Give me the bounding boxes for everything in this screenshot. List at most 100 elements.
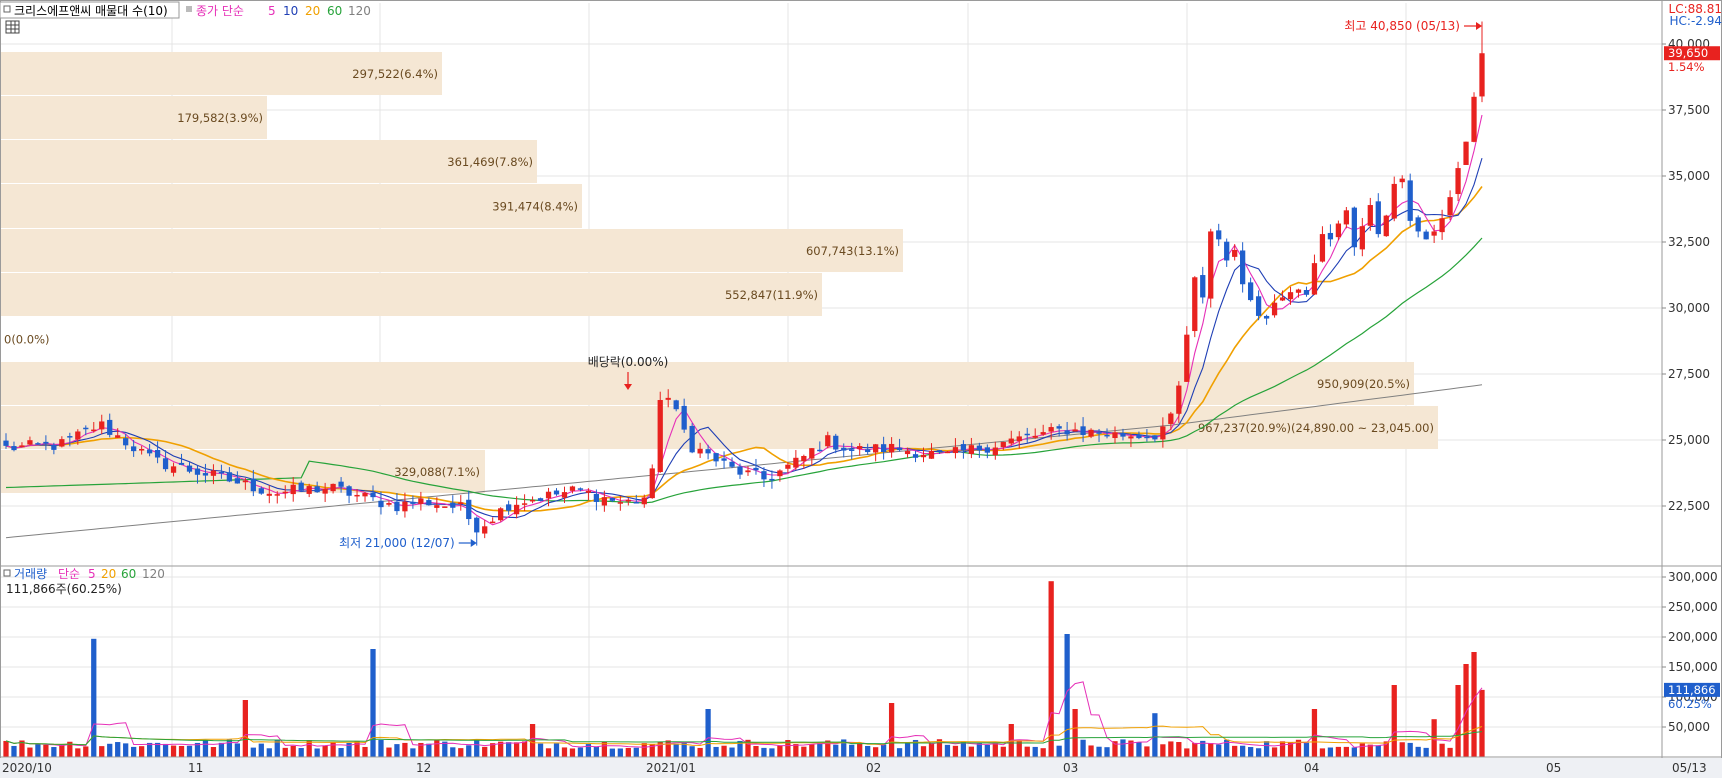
- volume-bar: [434, 741, 439, 757]
- date-tick-label: 04: [1304, 761, 1319, 775]
- volume-bar: [610, 749, 615, 757]
- candle-body: [1017, 436, 1022, 441]
- volume-bar: [849, 745, 854, 757]
- vma60-legend: 60: [121, 567, 136, 581]
- volume-bar: [634, 748, 639, 757]
- volume-bar: [1376, 745, 1381, 757]
- current-volume-label: 111,866: [1668, 683, 1716, 697]
- candle-body: [1025, 434, 1030, 436]
- vma5-legend: 5: [88, 567, 96, 581]
- volume-bar: [59, 745, 64, 757]
- volume-bar: [530, 724, 535, 757]
- candle-body: [458, 502, 463, 504]
- volume-bar: [147, 743, 152, 757]
- volume-bar: [299, 748, 304, 757]
- volume-bar: [873, 747, 878, 757]
- candle-body: [35, 443, 40, 445]
- candle-body: [658, 400, 663, 472]
- volume-bar: [386, 748, 391, 757]
- candle-body: [801, 456, 806, 461]
- candle-body: [1120, 433, 1125, 437]
- candle-body: [1136, 435, 1141, 438]
- volume-bar: [139, 746, 144, 757]
- volume-bar: [1416, 747, 1421, 757]
- price-tick-label: 35,000: [1668, 169, 1710, 183]
- table-icon[interactable]: [6, 21, 19, 33]
- candle-body: [690, 426, 695, 452]
- candle-body: [275, 494, 280, 496]
- volume-bar: [259, 744, 264, 757]
- volume-bar: [1344, 747, 1349, 757]
- volume-bar: [889, 703, 894, 757]
- volume-bar: [107, 744, 112, 757]
- candle-body: [913, 454, 918, 458]
- candle-body: [235, 478, 240, 483]
- volume-bar: [131, 747, 136, 757]
- candle-body: [1112, 432, 1117, 438]
- volume-bar: [115, 742, 120, 757]
- candle-body: [283, 492, 288, 494]
- volume-bar: [1479, 690, 1484, 757]
- candle-body: [19, 445, 24, 447]
- candle-body: [99, 421, 104, 429]
- candle-body: [211, 470, 216, 475]
- date-tick-label: 12: [416, 761, 431, 775]
- candle-body: [195, 469, 200, 475]
- volume-bar: [538, 744, 543, 757]
- volume-bar: [985, 745, 990, 757]
- volume-bar: [1424, 748, 1429, 757]
- candle-body: [43, 442, 48, 444]
- volume-profile-label: 391,474(8.4%): [492, 200, 578, 214]
- volume-bar: [466, 745, 471, 757]
- candle-body: [897, 448, 902, 451]
- volume-profile-bar: [0, 273, 822, 316]
- candle-body: [1392, 184, 1397, 219]
- candle-body: [307, 486, 312, 494]
- volume-bar: [1248, 747, 1253, 757]
- volume-bar: [171, 746, 176, 757]
- date-tick-label: 2020/10: [2, 761, 52, 775]
- volume-profile-label: 967,237(20.9%)(24,890.00 ~ 23,045.00): [1198, 421, 1434, 435]
- candle-body: [51, 445, 56, 450]
- volume-bar: [1312, 709, 1317, 757]
- candle-body: [777, 470, 782, 476]
- candle-body: [889, 444, 894, 452]
- candle-body: [634, 502, 639, 504]
- candle-body: [450, 503, 455, 508]
- volume-profile-label: 950,909(20.5%): [1317, 377, 1410, 391]
- stock-name[interactable]: 크리스에프앤씨 매물대 수(10): [14, 4, 168, 18]
- volume-bar: [921, 746, 926, 757]
- volume-collapse-icon[interactable]: [4, 570, 10, 576]
- volume-bar: [450, 747, 455, 757]
- candle-body: [139, 449, 144, 451]
- volume-bar: [1471, 652, 1476, 757]
- volume-bar: [187, 746, 192, 757]
- date-tick-label: 02: [866, 761, 881, 775]
- candle-body: [921, 455, 926, 457]
- candle-body: [1368, 205, 1373, 226]
- candle-body: [1224, 242, 1229, 261]
- candle-body: [323, 489, 328, 494]
- candle-body: [578, 488, 583, 490]
- candle-body: [1360, 226, 1365, 249]
- volume-tick-label: 200,000: [1668, 630, 1718, 644]
- candle-body: [682, 406, 687, 430]
- candle-body: [1471, 97, 1476, 142]
- candle-body: [155, 450, 160, 458]
- volume-bar: [865, 746, 870, 757]
- low-annotation: 최저 21,000 (12/07): [339, 536, 455, 550]
- volume-bar: [35, 744, 40, 757]
- volume-title: 거래량: [14, 567, 47, 581]
- volume-bar: [697, 748, 702, 757]
- volume-bar: [11, 746, 16, 757]
- volume-bar: [1304, 743, 1309, 757]
- volume-profile: 297,522(6.4%)179,582(3.9%)361,469(7.8%)3…: [0, 52, 1438, 493]
- candle-body: [1304, 290, 1309, 295]
- price-legend-prefix: 종가 단순: [196, 4, 244, 18]
- collapse-icon[interactable]: [4, 6, 10, 12]
- candle-body: [1096, 432, 1101, 434]
- price-tick-label: 32,500: [1668, 235, 1710, 249]
- date-tick-label: 11: [188, 761, 203, 775]
